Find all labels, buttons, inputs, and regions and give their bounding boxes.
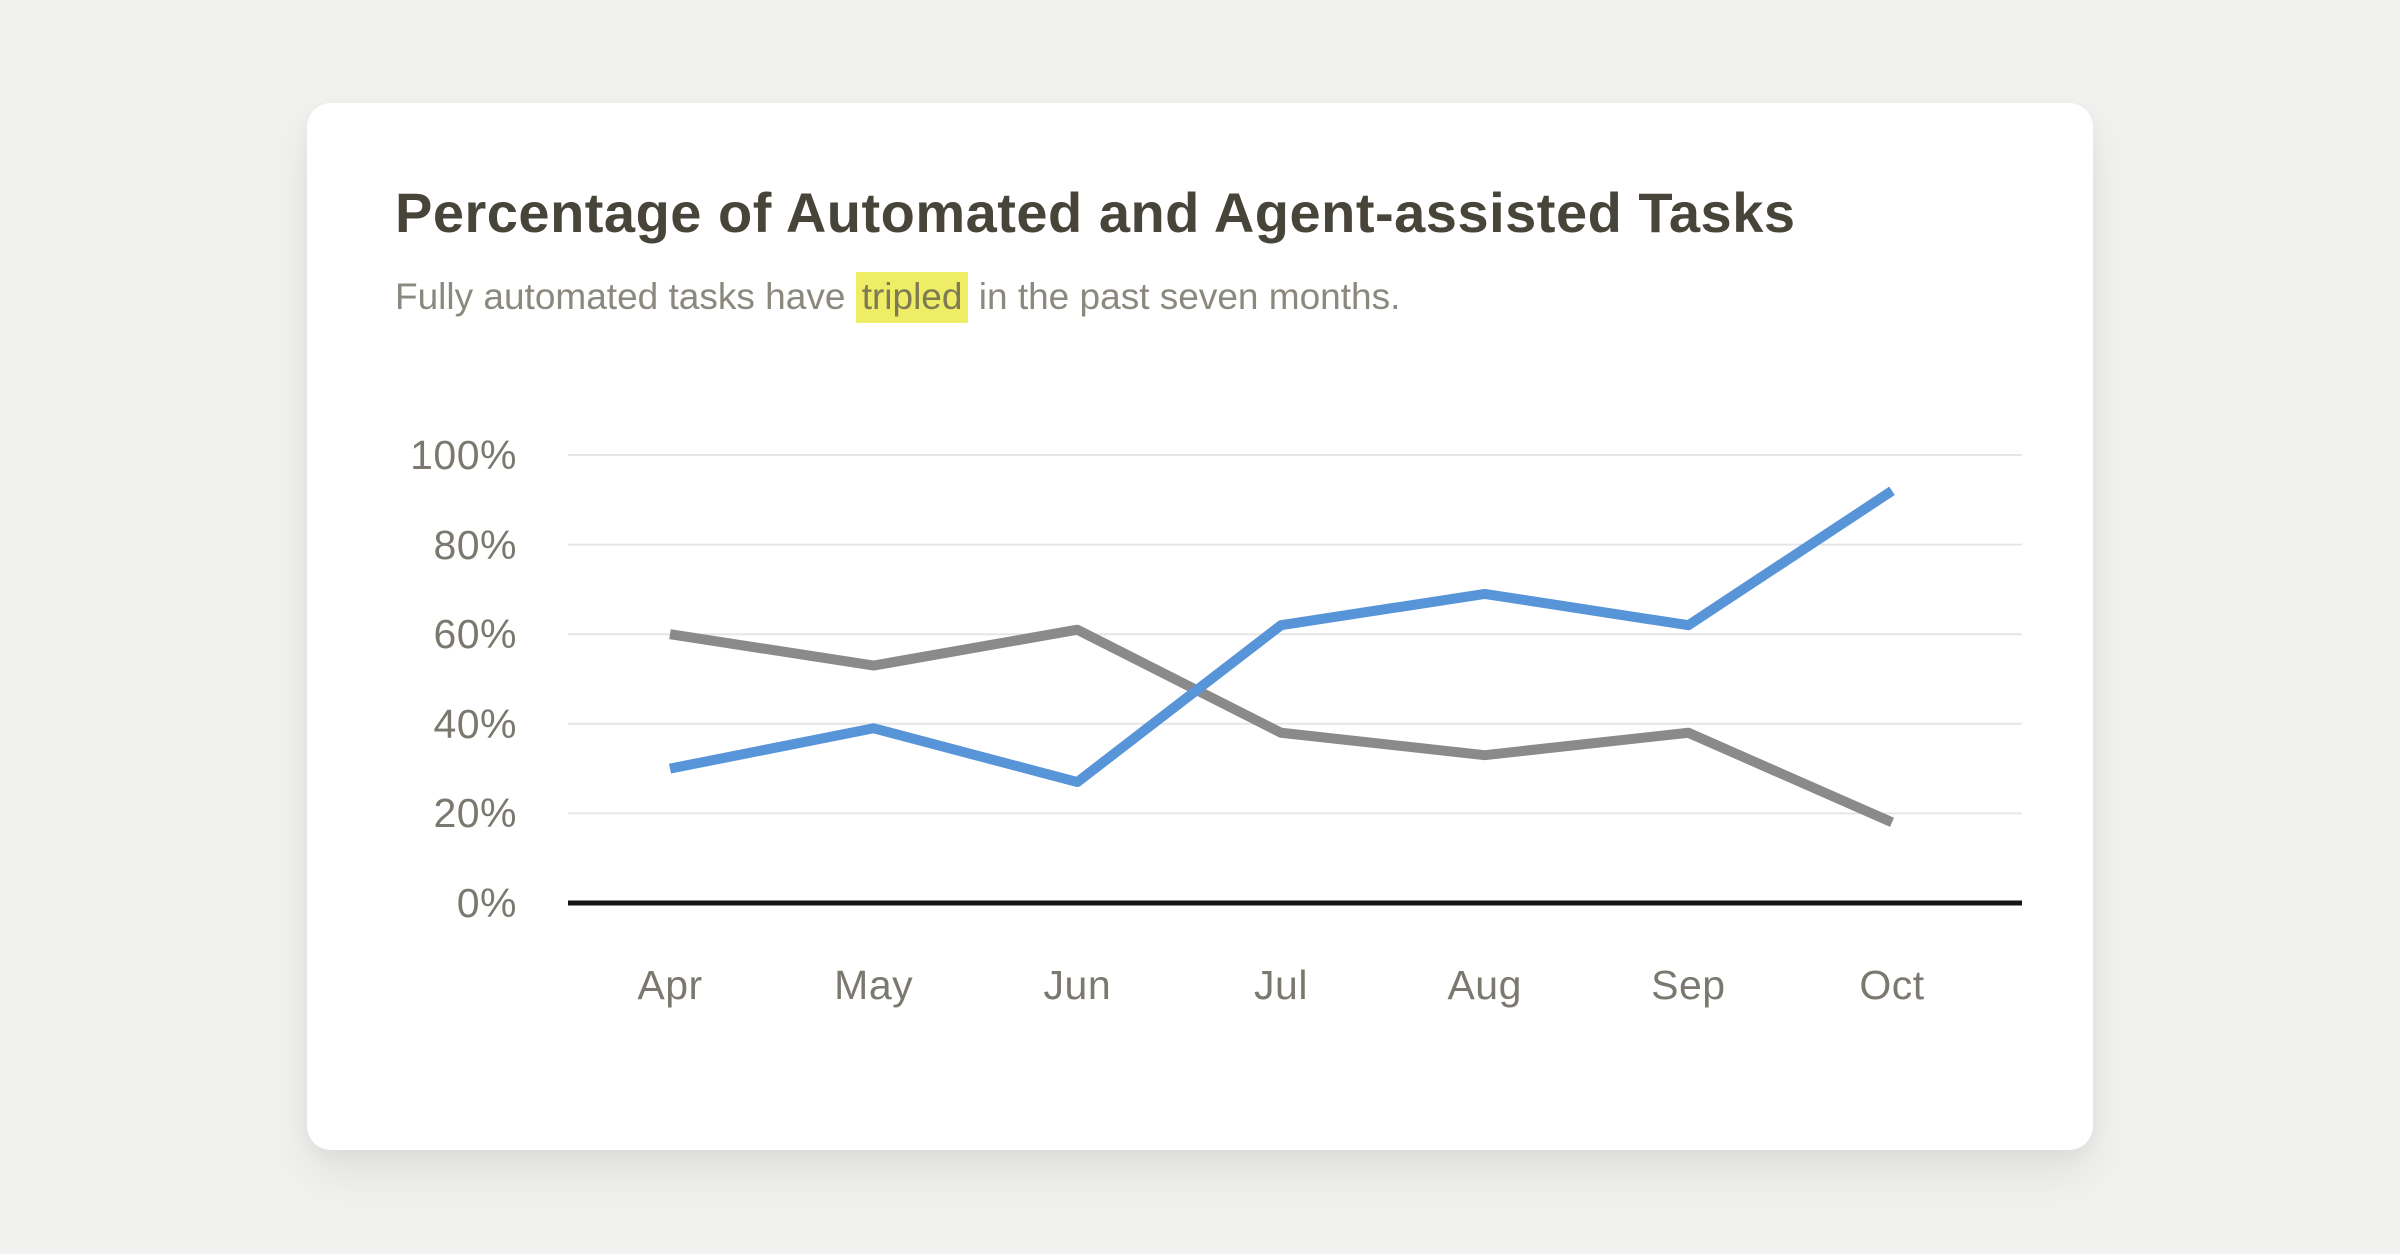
x-tick-label: Jul	[1254, 962, 1308, 1008]
subtitle-text-after: in the past seven months.	[968, 276, 1401, 317]
subtitle-highlighted-word: tripled	[855, 272, 969, 323]
chart-plot-area	[568, 454, 2022, 906]
x-tick-label: Aug	[1447, 962, 1522, 1008]
chart-card: Percentage of Automated and Agent-assist…	[307, 103, 2093, 1150]
chart-subtitle: Fully automated tasks have tripled in th…	[395, 271, 1400, 323]
x-tick-label: Oct	[1859, 962, 1925, 1008]
y-tick-label: 0%	[456, 880, 517, 926]
series-line-fully-automated-tasks	[669, 486, 1895, 788]
y-tick-label: 100%	[410, 432, 517, 478]
x-tick-label: May	[834, 962, 914, 1008]
y-tick-label: 20%	[433, 790, 517, 837]
y-tick-label: 80%	[433, 521, 517, 568]
y-tick-label: 40%	[433, 700, 517, 747]
subtitle-text-before: Fully automated tasks have	[395, 276, 856, 317]
x-tick-label: Jun	[1043, 962, 1112, 1008]
chart-title: Percentage of Automated and Agent-assist…	[395, 181, 1796, 244]
x-tick-label: Sep	[1651, 962, 1726, 1008]
series-line-agent-assisted-tasks	[669, 624, 1895, 827]
x-tick-label: Apr	[637, 962, 703, 1008]
line-chart: 0% 20% 40% 60% 80% 100% Apr May Jun Jul Aug Sep Oct	[307, 103, 2093, 1150]
y-tick-label: 60%	[433, 611, 517, 658]
